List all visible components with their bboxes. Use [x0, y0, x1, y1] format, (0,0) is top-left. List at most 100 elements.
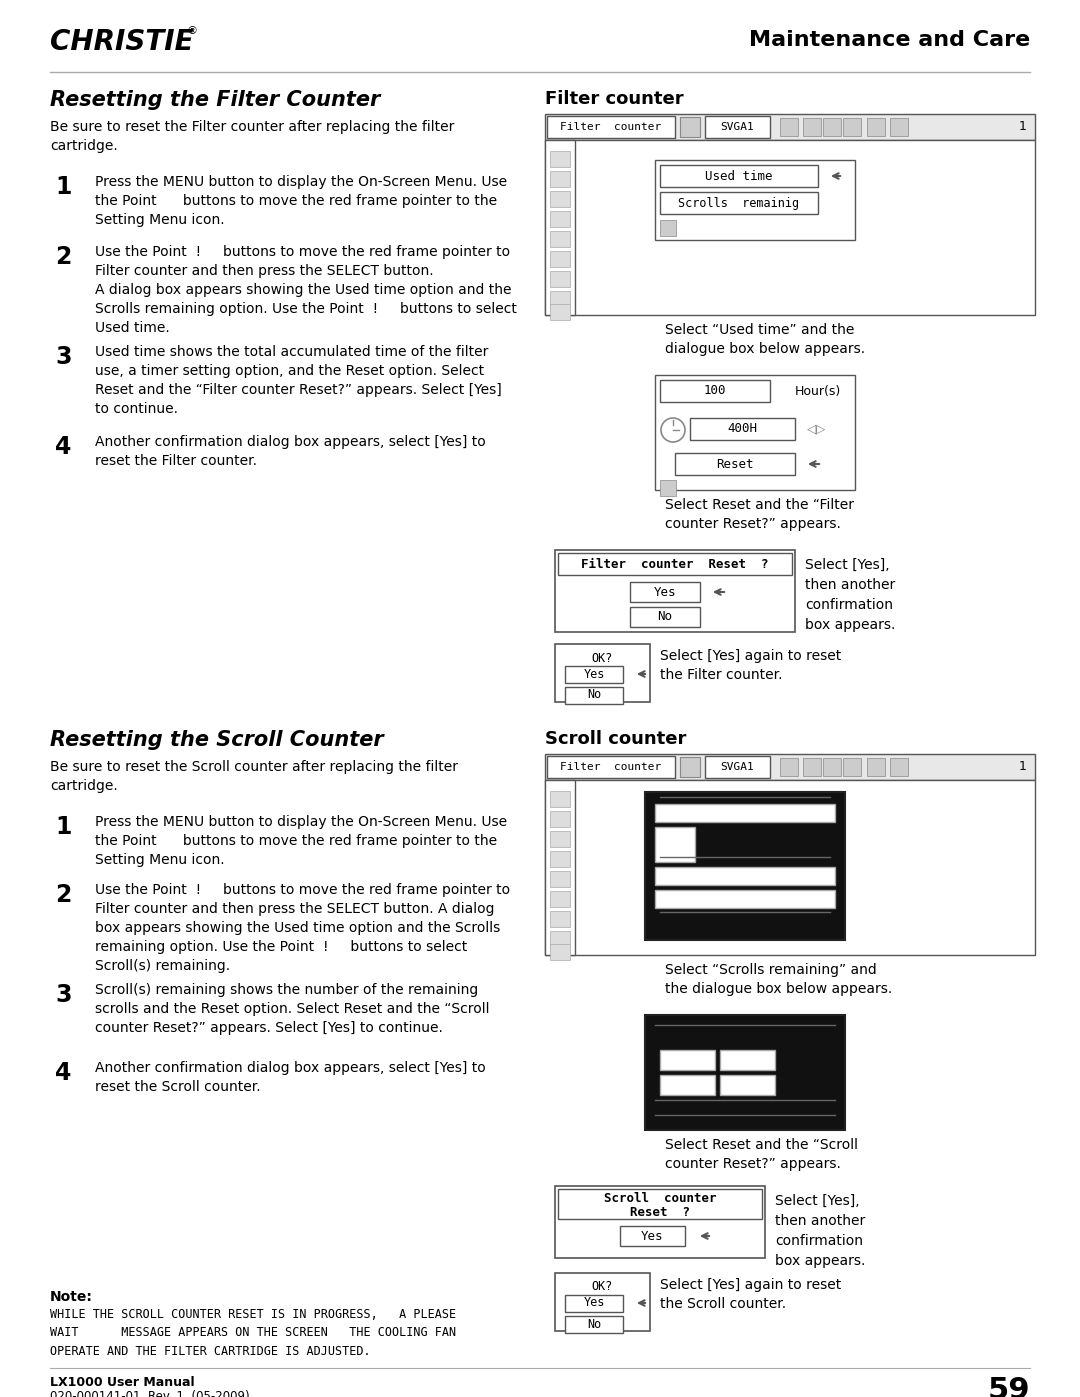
Text: OK?: OK? — [592, 651, 612, 665]
Text: Hour(s): Hour(s) — [795, 384, 841, 398]
Text: Reset: Reset — [716, 457, 754, 471]
Text: Another confirmation dialog box appears, select [Yes] to
reset the Scroll counte: Another confirmation dialog box appears,… — [95, 1060, 486, 1094]
Bar — [545, 780, 575, 956]
Text: 3: 3 — [55, 983, 71, 1007]
Text: 4: 4 — [55, 434, 71, 460]
Bar — [565, 1295, 623, 1312]
Text: Scrolls  remainig: Scrolls remainig — [678, 197, 799, 210]
Text: Select Reset and the “Filter
counter Reset?” appears.: Select Reset and the “Filter counter Res… — [665, 497, 854, 531]
Bar — [550, 930, 570, 947]
Text: Select Reset and the “Scroll
counter Reset?” appears.: Select Reset and the “Scroll counter Res… — [665, 1139, 858, 1171]
Text: OK?: OK? — [592, 1281, 612, 1294]
Bar — [550, 870, 570, 887]
Bar — [654, 890, 835, 908]
Bar — [645, 792, 845, 940]
Bar — [660, 481, 676, 496]
Text: Note:: Note: — [50, 1289, 93, 1303]
Text: SVGA1: SVGA1 — [720, 122, 754, 131]
Bar — [558, 553, 792, 576]
Text: Resetting the Filter Counter: Resetting the Filter Counter — [50, 89, 380, 110]
Bar — [550, 812, 570, 827]
Bar — [823, 117, 841, 136]
Bar — [555, 1186, 765, 1259]
Text: Yes: Yes — [653, 585, 676, 598]
Bar — [550, 231, 570, 247]
Text: 1: 1 — [55, 814, 71, 840]
Text: Filter  counter: Filter counter — [561, 122, 662, 131]
Bar — [654, 161, 855, 240]
Bar — [654, 868, 835, 886]
Text: Press the MENU button to display the On-Screen Menu. Use
the Point      buttons : Press the MENU button to display the On-… — [95, 814, 508, 868]
Bar — [550, 151, 570, 168]
Text: Select “Used time” and the
dialogue box below appears.: Select “Used time” and the dialogue box … — [665, 323, 865, 356]
Bar — [675, 453, 795, 475]
Text: Scroll  counter: Scroll counter — [604, 1193, 716, 1206]
Bar — [558, 1189, 762, 1220]
Bar — [705, 756, 770, 778]
Bar — [660, 219, 676, 236]
Bar — [550, 791, 570, 807]
Bar — [545, 140, 575, 314]
Bar — [720, 1051, 775, 1070]
Bar — [545, 115, 1035, 140]
Bar — [867, 759, 885, 775]
Bar — [630, 583, 700, 602]
Bar — [720, 1076, 775, 1095]
Bar — [620, 1227, 685, 1246]
Bar — [550, 170, 570, 187]
Bar — [550, 305, 570, 320]
Text: Be sure to reset the Filter counter after replacing the filter
cartridge.: Be sure to reset the Filter counter afte… — [50, 120, 455, 152]
Bar — [660, 1076, 715, 1095]
Text: LX1000 User Manual: LX1000 User Manual — [50, 1376, 194, 1389]
Bar — [545, 780, 1035, 956]
Bar — [545, 754, 1035, 780]
Text: Yes: Yes — [640, 1229, 663, 1242]
Bar — [550, 251, 570, 267]
Bar — [654, 374, 855, 490]
Bar — [660, 191, 818, 214]
Bar — [546, 756, 675, 778]
Bar — [545, 140, 1035, 314]
Text: Another confirmation dialog box appears, select [Yes] to
reset the Filter counte: Another confirmation dialog box appears,… — [95, 434, 486, 468]
Bar — [780, 117, 798, 136]
Text: Scroll counter: Scroll counter — [545, 731, 687, 747]
Text: Used time: Used time — [705, 169, 773, 183]
Text: Scroll(s) remaining shows the number of the remaining
scrolls and the Reset opti: Scroll(s) remaining shows the number of … — [95, 983, 489, 1035]
Text: No: No — [586, 1317, 602, 1330]
Text: ®: ® — [187, 27, 198, 36]
Bar — [660, 165, 818, 187]
Text: Filter  counter: Filter counter — [561, 761, 662, 773]
Text: 2: 2 — [55, 244, 71, 270]
Bar — [630, 608, 700, 627]
Bar — [550, 291, 570, 307]
Bar — [546, 116, 675, 138]
Bar — [550, 271, 570, 286]
Text: No: No — [658, 610, 673, 623]
Text: Select [Yes],
then another
confirmation
box appears.: Select [Yes], then another confirmation … — [775, 1194, 865, 1268]
Text: 2: 2 — [55, 883, 71, 907]
Bar — [565, 666, 623, 683]
Bar — [890, 117, 908, 136]
Bar — [550, 851, 570, 868]
Bar — [660, 380, 770, 402]
Text: Filter  counter  Reset  ?: Filter counter Reset ? — [581, 557, 769, 570]
Bar — [550, 944, 570, 960]
Text: Select [Yes] again to reset
the Filter counter.: Select [Yes] again to reset the Filter c… — [660, 650, 841, 682]
Bar — [890, 759, 908, 775]
Bar — [550, 211, 570, 226]
Bar — [555, 644, 650, 703]
Bar — [645, 1016, 845, 1130]
Text: 59: 59 — [987, 1376, 1030, 1397]
Bar — [804, 117, 821, 136]
Text: 1: 1 — [1020, 760, 1027, 774]
Bar — [654, 805, 835, 821]
Text: No: No — [586, 689, 602, 701]
Text: Reset  ?: Reset ? — [630, 1206, 690, 1218]
Text: 4: 4 — [55, 1060, 71, 1085]
Text: Press the MENU button to display the On-Screen Menu. Use
the Point      buttons : Press the MENU button to display the On-… — [95, 175, 508, 226]
Text: Select [Yes],
then another
confirmation
box appears.: Select [Yes], then another confirmation … — [805, 557, 895, 633]
Text: Resetting the Scroll Counter: Resetting the Scroll Counter — [50, 731, 383, 750]
Bar — [843, 759, 861, 775]
Text: ◁▷: ◁▷ — [807, 422, 826, 436]
Text: Select [Yes] again to reset
the Scroll counter.: Select [Yes] again to reset the Scroll c… — [660, 1278, 841, 1310]
